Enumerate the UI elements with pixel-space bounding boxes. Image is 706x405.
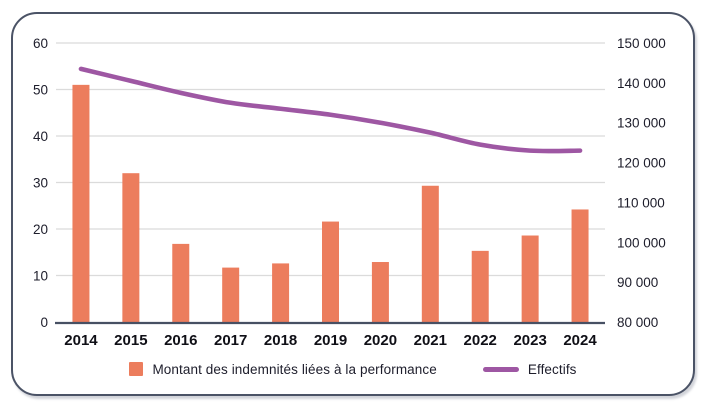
bar-2016 (172, 243, 190, 322)
right-axis-tick-110000: 110 000 (617, 195, 665, 210)
x-axis-label-2017: 2017 (214, 332, 247, 349)
left-axis-tick-50: 50 (33, 83, 48, 98)
x-axis-label-2016: 2016 (164, 332, 197, 349)
bar-2018 (272, 263, 290, 322)
left-axis-tick-10: 10 (33, 269, 48, 284)
right-axis-tick-80000: 80 000 (617, 315, 658, 330)
bar-2019 (322, 221, 339, 322)
x-axis-label-2019: 2019 (314, 332, 347, 349)
left-axis-tick-40: 40 (33, 129, 48, 144)
effectifs-line (78, 66, 583, 154)
bar-2021 (421, 185, 439, 322)
bar-series-swatch-icon (129, 362, 144, 376)
line-series-swatch-icon (482, 366, 519, 372)
right-axis-tick-90000: 90 000 (617, 275, 658, 290)
bar-2015 (122, 173, 140, 322)
x-axis-label-2020: 2020 (364, 332, 397, 349)
left-axis-tick-60: 60 (33, 36, 48, 51)
right-axis-tick-150000: 150 000 (617, 36, 666, 51)
legend-item-line: Effectifs (482, 361, 577, 377)
right-axis-tick-130000: 130 000 (617, 116, 666, 131)
bar-2014 (72, 84, 90, 322)
bar-2024 (571, 209, 589, 322)
left-axis-tick-0: 0 (40, 315, 48, 330)
x-axis-label-2021: 2021 (414, 332, 447, 349)
right-axis-tick-140000: 140 000 (617, 76, 666, 91)
right-axis-tick-120000: 120 000 (617, 156, 666, 171)
left-axis-tick-30: 30 (33, 176, 48, 191)
x-axis-label-2014: 2014 (64, 332, 98, 349)
bar-2022 (471, 250, 489, 322)
x-axis-label-2015: 2015 (114, 332, 147, 349)
legend-label-bars: Montant des indemnités liées à la perfor… (152, 361, 437, 377)
bar-2023 (521, 235, 539, 322)
x-axis-label-2022: 2022 (464, 332, 497, 349)
right-axis-tick-100000: 100 000 (617, 235, 666, 250)
legend-item-bars: Montant des indemnités liées à la perfor… (129, 361, 437, 377)
legend-label-line: Effectifs (527, 361, 577, 377)
x-axis-label-2023: 2023 (513, 332, 546, 349)
x-axis-label-2018: 2018 (264, 332, 297, 349)
bar-2017 (222, 267, 240, 322)
chart-legend: Montant des indemnités liées à la perfor… (12, 356, 694, 382)
x-axis-label-2024: 2024 (563, 332, 597, 349)
left-axis-tick-20: 20 (33, 222, 48, 237)
bar-2020 (371, 262, 389, 322)
